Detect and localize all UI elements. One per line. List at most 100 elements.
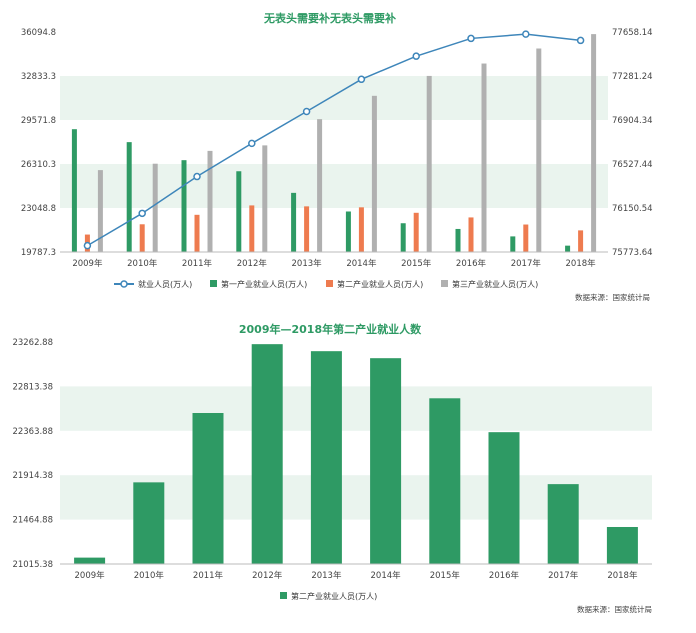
line-point bbox=[412, 52, 420, 60]
x-tick-label: 2017年 bbox=[511, 258, 542, 269]
chart2-y-axis-ticks: 21015.38 21464.88 21914.38 22363.88 22813.38… bbox=[12, 338, 53, 570]
y-tick-label: 21914.38 bbox=[12, 471, 53, 481]
y-right-tick-label: 75773.64 bbox=[612, 248, 653, 258]
grid-band bbox=[60, 76, 608, 120]
legend-label-secondary: 第二产业就业人员(万人) bbox=[337, 279, 423, 289]
x-tick-label: 2012年 bbox=[237, 258, 268, 269]
bar-tertiary bbox=[97, 170, 103, 252]
bar-secondary bbox=[74, 557, 106, 564]
y-right-tick-label: 77658.14 bbox=[612, 28, 653, 38]
bar-secondary bbox=[304, 206, 310, 252]
grid-band bbox=[60, 386, 652, 431]
x-tick-label: 2015年 bbox=[430, 570, 461, 581]
x-tick-label: 2015年 bbox=[401, 258, 432, 269]
x-tick-label: 2016年 bbox=[489, 570, 520, 581]
y-left-tick-label: 36094.8 bbox=[21, 28, 56, 38]
legend2-swatch-secondary bbox=[280, 592, 287, 599]
bar-tertiary bbox=[371, 95, 377, 252]
y-left-tick-label: 29571.8 bbox=[21, 116, 56, 126]
bar-primary bbox=[345, 211, 351, 252]
bar-primary bbox=[400, 223, 406, 252]
y-right-tick-label: 76527.44 bbox=[612, 160, 653, 170]
chart1-x-axis-ticks: 2009年 2010年 2011年 2012年 2013年 2014年 2015年 2016年… bbox=[72, 258, 596, 269]
bar-secondary bbox=[139, 224, 145, 252]
bar-primary bbox=[291, 192, 297, 252]
y-right-tick-label: 77281.24 bbox=[612, 72, 653, 82]
bar-primary bbox=[565, 245, 571, 252]
bar-secondary bbox=[523, 224, 529, 252]
bar-secondary bbox=[370, 358, 402, 564]
bar-tertiary bbox=[152, 163, 158, 252]
bar-tertiary bbox=[426, 75, 432, 253]
y-left-tick-label: 19787.3 bbox=[21, 248, 56, 258]
grid-band bbox=[60, 164, 608, 208]
bar-primary bbox=[510, 236, 516, 252]
bar-secondary bbox=[194, 214, 200, 252]
bar-secondary bbox=[547, 484, 579, 564]
bar-secondary bbox=[606, 526, 638, 564]
chart2-bars bbox=[74, 344, 638, 564]
x-tick-label: 2018年 bbox=[566, 258, 597, 269]
x-tick-label: 2011年 bbox=[193, 570, 224, 581]
chart1-source: 数据来源：国家统计局 bbox=[575, 292, 650, 302]
y-left-tick-label: 26310.3 bbox=[21, 160, 56, 170]
bar-secondary bbox=[488, 432, 520, 564]
bar-secondary bbox=[578, 230, 584, 252]
bar-secondary bbox=[429, 398, 461, 564]
legend-swatch-secondary bbox=[326, 280, 333, 287]
bar-secondary bbox=[358, 207, 364, 252]
chart2-x-axis-ticks: 2009年 2010年 2011年 2012年 2013年 2014年 2015年 2016年… bbox=[75, 570, 638, 581]
line-point bbox=[357, 75, 366, 84]
y-tick-label: 21015.38 bbox=[12, 560, 53, 570]
chart1-line-series bbox=[83, 30, 585, 250]
legend-swatch-tertiary bbox=[441, 280, 448, 287]
bar-primary bbox=[126, 142, 132, 252]
x-tick-label: 2012年 bbox=[252, 570, 283, 581]
x-tick-label: 2018年 bbox=[607, 570, 638, 581]
bar-tertiary bbox=[536, 48, 542, 252]
x-tick-label: 2017年 bbox=[548, 570, 579, 581]
line-point bbox=[576, 36, 585, 45]
line-point bbox=[193, 172, 201, 181]
bar-secondary bbox=[192, 413, 224, 564]
chart1-legend: 就业人员(万人) 第一产业就业人员(万人) 第二产业就业人员(万人) 第三产业就… bbox=[114, 279, 538, 289]
chart1-grid-bands bbox=[60, 76, 608, 208]
line-point bbox=[248, 139, 256, 148]
x-tick-label: 2013年 bbox=[311, 570, 342, 581]
line-point bbox=[522, 30, 530, 38]
bar-secondary bbox=[310, 351, 342, 564]
chart1-bars bbox=[71, 34, 597, 253]
bar-tertiary bbox=[262, 145, 268, 252]
chart2-source: 数据来源：国家统计局 bbox=[577, 604, 652, 614]
x-tick-label: 2016年 bbox=[456, 258, 487, 269]
bar-secondary bbox=[133, 482, 165, 564]
x-tick-label: 2009年 bbox=[75, 570, 106, 581]
line-point bbox=[138, 209, 146, 218]
line-point bbox=[83, 241, 92, 250]
y-tick-label: 22813.38 bbox=[12, 382, 53, 392]
legend2-label-secondary: 第二产业就业人员(万人) bbox=[291, 591, 377, 601]
bar-secondary bbox=[251, 344, 283, 564]
x-tick-label: 2014年 bbox=[346, 258, 377, 269]
bar-primary bbox=[455, 228, 461, 252]
chart1-left-axis-ticks: 19787.3 23048.8 26310.3 29571.8 32833.3 36094… bbox=[21, 28, 56, 258]
line-point bbox=[302, 107, 311, 116]
y-left-tick-label: 23048.8 bbox=[21, 204, 56, 214]
chart2-legend: 第二产业就业人员(万人) bbox=[280, 591, 377, 601]
x-tick-label: 2011年 bbox=[182, 258, 213, 269]
x-tick-label: 2014年 bbox=[371, 570, 402, 581]
y-left-tick-label: 32833.3 bbox=[21, 72, 56, 82]
bar-primary bbox=[181, 160, 187, 252]
legend-swatch-primary bbox=[210, 280, 217, 287]
bar-tertiary bbox=[481, 63, 487, 252]
x-tick-label: 2009年 bbox=[72, 258, 103, 269]
bar-primary bbox=[236, 171, 242, 252]
line-total-employment bbox=[87, 33, 581, 247]
x-tick-label: 2010年 bbox=[134, 570, 165, 581]
bar-secondary bbox=[468, 217, 474, 252]
legend-label-tertiary: 第三产业就业人员(万人) bbox=[452, 279, 538, 289]
bar-tertiary bbox=[591, 34, 597, 253]
legend-label-primary: 第一产业就业人员(万人) bbox=[221, 279, 307, 289]
line-point bbox=[467, 34, 475, 43]
